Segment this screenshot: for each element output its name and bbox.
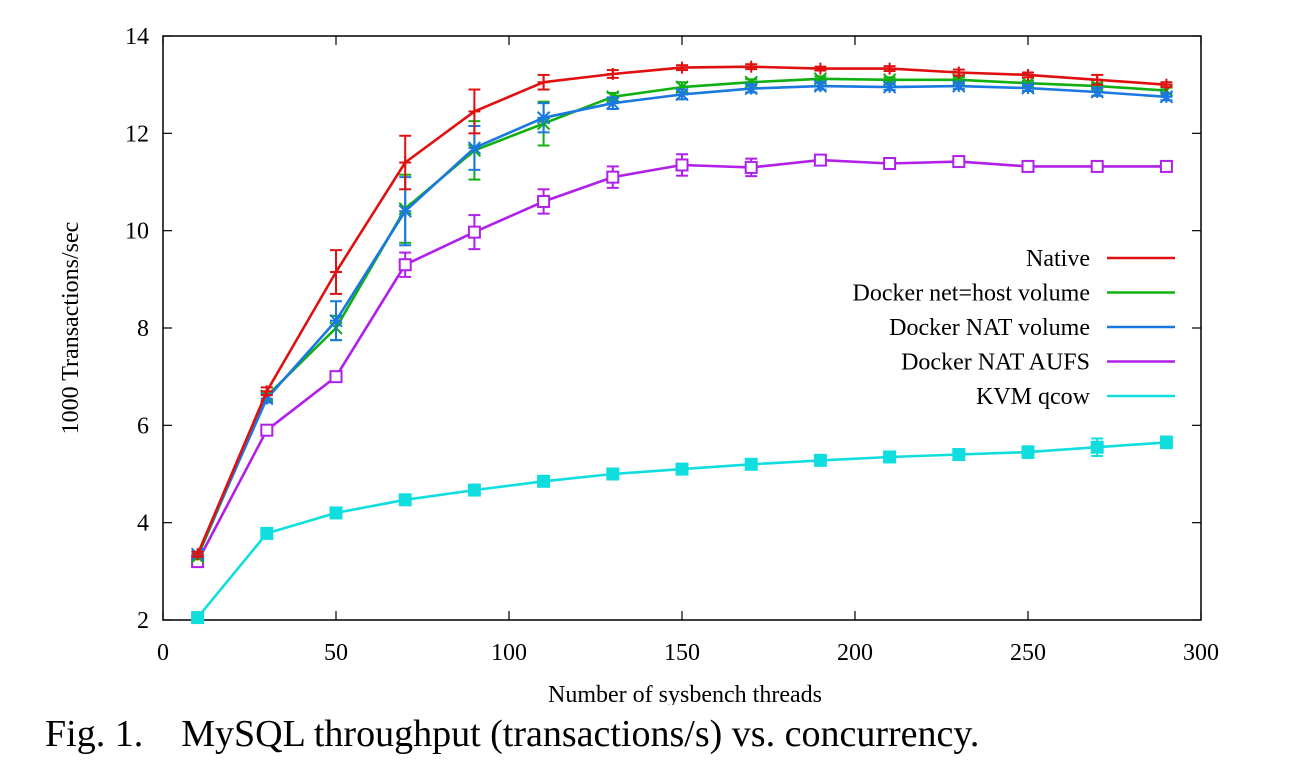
data-point bbox=[398, 258, 412, 272]
data-point bbox=[606, 170, 620, 184]
legend-label: Docker net=host volume bbox=[853, 281, 1090, 307]
data-point bbox=[675, 87, 689, 102]
x-tick-label: 150 bbox=[664, 640, 700, 666]
data-point bbox=[883, 450, 897, 464]
data-point bbox=[744, 75, 758, 89]
data-point bbox=[1159, 435, 1173, 449]
data-point bbox=[1021, 445, 1035, 459]
data-point bbox=[467, 225, 481, 239]
data-point bbox=[1021, 81, 1035, 95]
y-tick-label: 10 bbox=[125, 219, 149, 245]
data-point bbox=[1090, 440, 1104, 454]
data-point bbox=[537, 474, 551, 488]
data-point bbox=[260, 526, 274, 540]
caption-text: MySQL throughput (transactions/s) vs. co… bbox=[181, 713, 980, 755]
data-point bbox=[1159, 90, 1174, 104]
data-point bbox=[191, 611, 205, 625]
data-point bbox=[467, 141, 482, 155]
x-axis-title: Number of sysbench threads bbox=[548, 682, 822, 705]
y-tick-label: 4 bbox=[137, 511, 149, 537]
data-point bbox=[675, 462, 689, 476]
data-point bbox=[467, 483, 481, 497]
data-point bbox=[813, 153, 827, 167]
data-point bbox=[813, 79, 828, 93]
legend-item: KVM qcow bbox=[976, 384, 1175, 410]
data-point bbox=[1090, 159, 1104, 173]
data-point bbox=[537, 194, 551, 208]
data-point bbox=[675, 158, 689, 172]
y-tick-label: 2 bbox=[137, 608, 149, 634]
legend-item: Docker NAT volume bbox=[889, 315, 1175, 341]
series-docker-nat-aufs bbox=[191, 153, 1173, 569]
x-tick-label: 200 bbox=[837, 640, 873, 666]
data-point bbox=[883, 157, 897, 171]
legend-label: Native bbox=[1026, 246, 1090, 272]
x-tick-label: 0 bbox=[157, 640, 169, 666]
data-point bbox=[882, 80, 897, 94]
legend-label: KVM qcow bbox=[976, 384, 1091, 410]
data-point bbox=[952, 448, 966, 462]
x-tick-label: 250 bbox=[1010, 640, 1046, 666]
series-native bbox=[191, 60, 1173, 561]
data-point bbox=[1021, 159, 1035, 173]
y-tick-label: 12 bbox=[125, 121, 149, 147]
series-kvm-qcow bbox=[191, 435, 1173, 625]
caption-label: Fig. 1. bbox=[45, 713, 144, 755]
y-tick-label: 8 bbox=[137, 316, 149, 342]
data-point bbox=[744, 81, 758, 96]
data-point bbox=[952, 155, 966, 169]
data-point bbox=[744, 160, 758, 174]
data-point bbox=[1090, 85, 1104, 99]
legend-label: Docker NAT AUFS bbox=[901, 350, 1090, 376]
data-point bbox=[329, 370, 343, 384]
x-tick-label: 300 bbox=[1183, 640, 1219, 666]
y-axis-title: 1000 Transactions/sec bbox=[58, 222, 84, 435]
y-tick-label: 6 bbox=[137, 413, 149, 439]
figure-caption: Fig. 1. MySQL throughput (transactions/s… bbox=[45, 712, 979, 756]
chart: 0 50 100 150 200 250 300 2 4 6 8 10 12 14 Native Docke… bbox=[58, 24, 1219, 705]
data-point bbox=[536, 111, 551, 125]
x-tick-label: 50 bbox=[324, 640, 348, 666]
data-point bbox=[744, 457, 758, 471]
data-point bbox=[260, 423, 274, 437]
data-point bbox=[329, 313, 343, 328]
data-point bbox=[329, 506, 343, 520]
data-point bbox=[1159, 159, 1173, 173]
x-tick-label: 100 bbox=[491, 640, 527, 666]
data-point bbox=[398, 204, 412, 218]
data-point bbox=[398, 493, 412, 507]
legend-label: Docker NAT volume bbox=[889, 315, 1090, 341]
legend-item: Docker NAT AUFS bbox=[901, 350, 1175, 376]
data-point bbox=[813, 453, 827, 467]
legend-item: Docker net=host volume bbox=[853, 281, 1175, 307]
data-point bbox=[606, 96, 620, 110]
data-point bbox=[952, 79, 966, 93]
y-tick-label: 14 bbox=[125, 24, 149, 50]
data-point bbox=[606, 467, 620, 481]
legend-item: Native bbox=[1026, 246, 1175, 272]
